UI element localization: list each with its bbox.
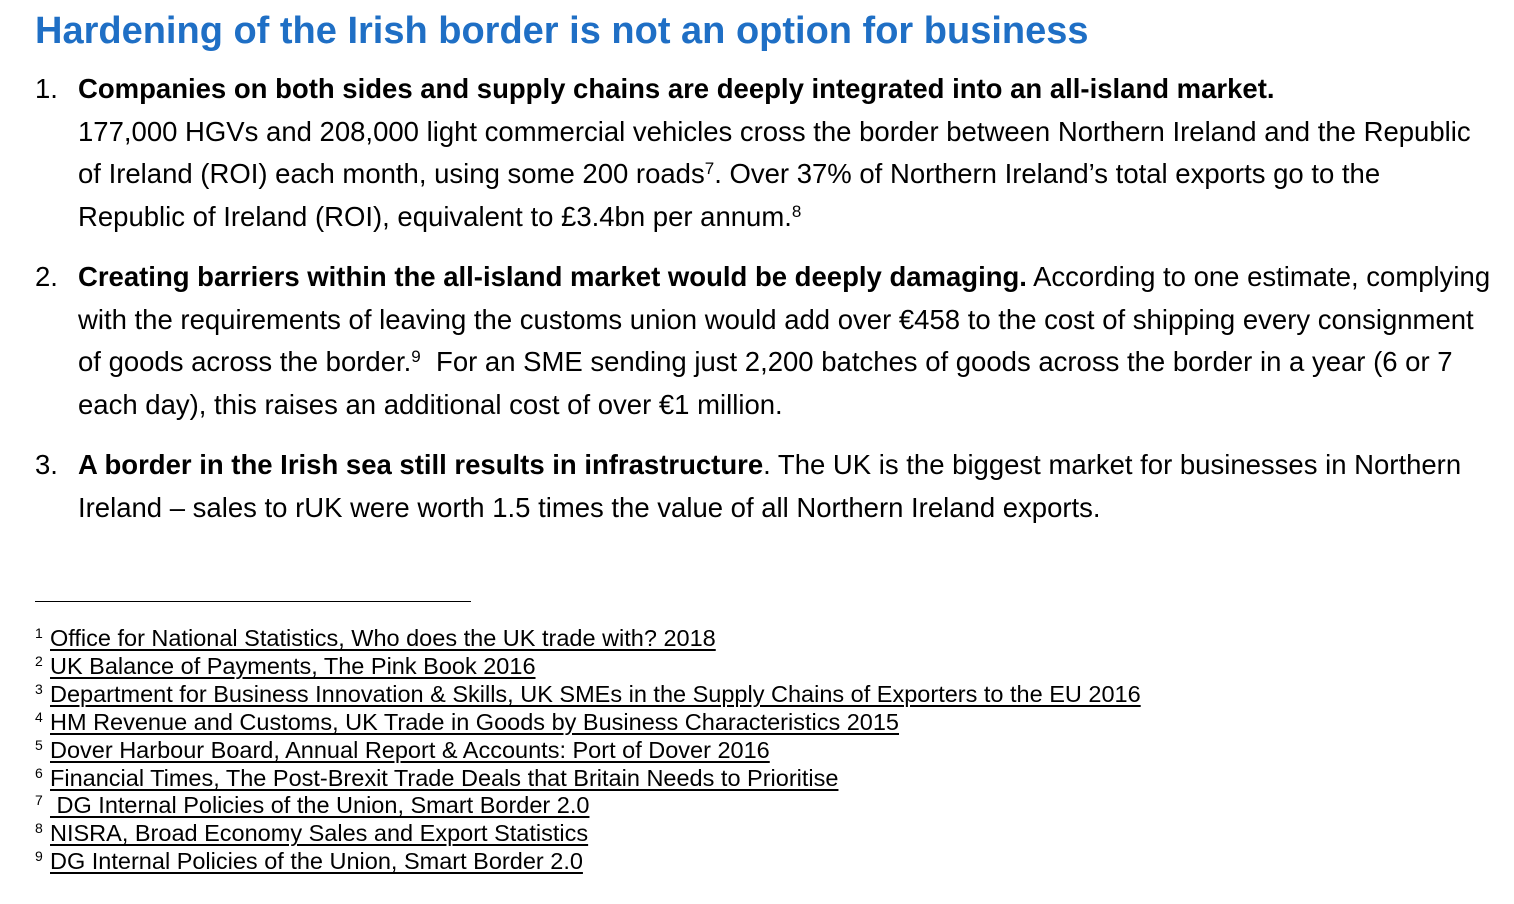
point-number: 1. [35,73,58,104]
footnote-link[interactable]: Dover Harbour Board, Annual Report & Acc… [50,736,770,763]
numbered-points: 1. Companies on both sides and supply ch… [0,68,1514,547]
footnote-ref: 7 [704,159,715,178]
footnote-3: 3 Department for Business Innovation & Sk… [35,680,1141,707]
footnote-ref: 8 [791,201,802,221]
footnote-link[interactable]: NISRA, Broad Economy Sales and Export St… [50,820,589,847]
footnote-link[interactable]: DG Internal Policies of the Union, Smart… [50,848,583,875]
footnote-link[interactable]: HM Revenue and Customs, UK Trade in Good… [50,708,900,735]
footnote-9: 9 DG Internal Policies of the Union, Smar… [35,848,583,875]
footnote-7: 7 DG Internal Policies of the Union, Sma… [35,792,590,819]
point-2: 2. Creating barriers within the all-isla… [0,256,1514,426]
footnote-link[interactable]: UK Balance of Payments, The Pink Book 20… [50,652,536,679]
point-lead: A border in the Irish sea still results … [78,449,764,480]
point-lead: Creating barriers within the all-island … [78,261,1027,292]
point-lead: Companies on both sides and supply chain… [78,73,1275,104]
point-body: 177,000 HGVs and 208,000 light commercia… [78,115,1471,190]
footnote-1: 1 Office for National Statistics, Who doe… [35,625,716,651]
footnote-link[interactable]: Department for Business Innovation & Ski… [50,680,1141,707]
footnote-2: 2 UK Balance of Payments, The Pink Book 2… [35,652,536,679]
point-body: For an SME sending just 2,200 batches of… [78,346,1461,420]
footnote-link[interactable]: DG Internal Policies of the Union, Smart… [50,792,590,819]
footnote-6: 6 Financial Times, The Post-Brexit Trade … [35,764,839,791]
point-body: According to one estimate, complying wit… [78,261,1491,377]
page-title: Hardening of the Irish border is not an … [35,10,1089,52]
footnote-8: 8 NISRA, Broad Economy Sales and Export S… [35,820,589,847]
footnote-5: 5 Dover Harbour Board, Annual Report & Ac… [35,736,770,763]
footnote-link[interactable]: Office for National Statistics, Who does… [50,625,716,651]
footnote-4: 4 HM Revenue and Customs, UK Trade in Goo… [35,708,900,735]
point-3: 3. A border in the Irish sea still resul… [0,444,1514,529]
footnotes: 1 Office for National Statistics, Who doe… [35,625,1141,876]
point-body: . The UK is the biggest market for busin… [78,449,1462,523]
footnote-link[interactable]: Financial Times, The Post-Brexit Trade D… [50,764,839,791]
point-1: 1. Companies on both sides and supply ch… [0,68,1514,238]
point-number: 2. [35,261,58,292]
footnote-separator [35,601,471,602]
footnote-ref: 9 [411,347,421,366]
point-body: . Over 37% of Northern Ireland’s total e… [78,158,1381,232]
point-number: 3. [35,449,58,480]
